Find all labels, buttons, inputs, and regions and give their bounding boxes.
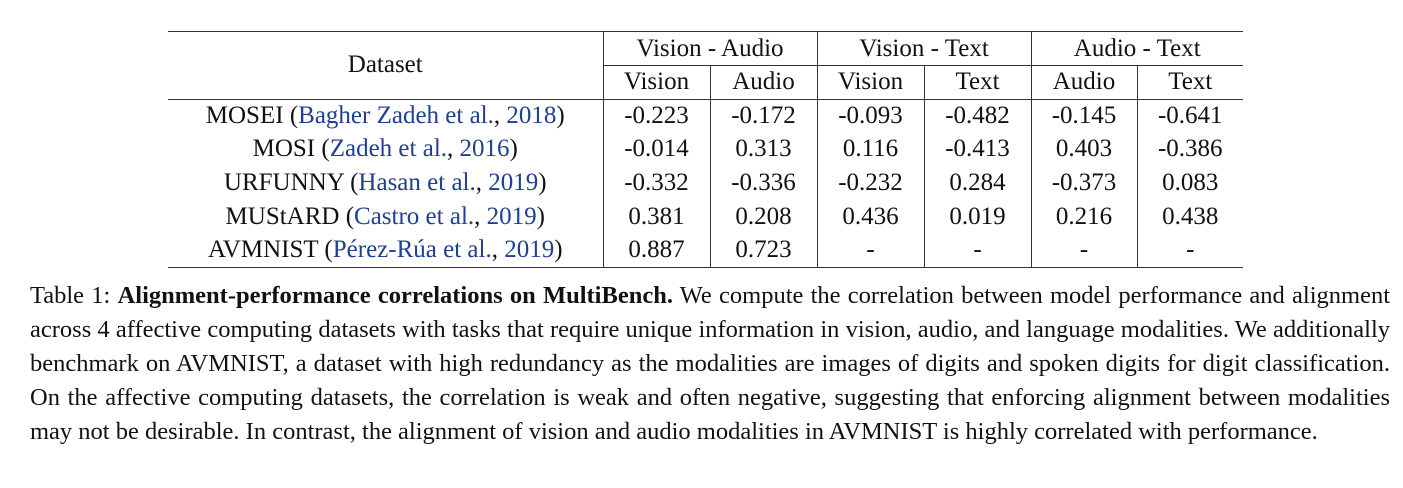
dataset-name-cell: AVMNIST (Pérez-Rúa et al., 2019) (168, 233, 603, 268)
value-cell: 0.436 (816, 199, 924, 234)
value-cell: -0.223 (602, 99, 710, 133)
citation-year[interactable]: 2019 (488, 169, 539, 197)
value-cell: 0.887 (602, 233, 710, 268)
value-cell: 0.403 (1030, 132, 1137, 167)
group-header-vision-audio: Vision - Audio (602, 31, 817, 66)
dataset-name-cell: MOSEI (Bagher Zadeh et al., 2018) (168, 99, 603, 133)
value-cell: 0.083 (1136, 166, 1243, 200)
value-cell: -0.232 (816, 166, 924, 200)
value-cell: 0.381 (602, 199, 710, 234)
citation-open: ( (324, 236, 333, 264)
value-cell: 0.116 (816, 132, 924, 167)
results-table: Dataset Vision - Audio Vision - Text Aud… (168, 31, 1243, 268)
sub-header-row: Vision Audio Vision Text Audio Text (168, 65, 1243, 100)
value-cell: -0.641 (1136, 99, 1243, 133)
citation-link[interactable]: Castro et al. (354, 202, 475, 230)
caption-title: Alignment-performance correlations on Mu… (117, 282, 673, 309)
citation-link[interactable]: Bagher Zadeh et al. (298, 102, 494, 130)
sub-header: Text (923, 65, 1031, 100)
table-row: MOSEI (Bagher Zadeh et al., 2018) -0.223… (168, 99, 1243, 133)
value-cell: -0.014 (602, 132, 710, 167)
citation-link[interactable]: Hasan et al. (358, 169, 476, 197)
citation-close: ) (538, 169, 547, 197)
citation-year[interactable]: 2019 (504, 236, 555, 264)
citation-year[interactable]: 2018 (506, 102, 557, 130)
dataset-name: MOSEI (205, 102, 284, 130)
value-cell: - (923, 233, 1031, 268)
value-cell: 0.208 (709, 199, 817, 234)
value-cell: 0.019 (923, 199, 1031, 234)
group-header-vision-text: Vision - Text (816, 31, 1031, 66)
value-cell: -0.336 (709, 166, 817, 200)
table-caption: Table 1: Alignment-performance correlati… (30, 279, 1390, 449)
value-cell: 0.284 (923, 166, 1031, 200)
value-cell: -0.332 (602, 166, 710, 200)
value-cell: -0.386 (1136, 132, 1243, 167)
dataset-name-cell: MUStARD (Castro et al., 2019) (168, 200, 603, 234)
dataset-name-cell: URFUNNY (Hasan et al., 2019) (168, 166, 603, 200)
value-cell: - (1136, 233, 1243, 268)
value-cell: 0.313 (709, 132, 817, 167)
sub-header: Vision (602, 65, 710, 100)
citation-close: ) (554, 236, 563, 264)
group-header-row: Dataset Vision - Audio Vision - Text Aud… (168, 31, 1243, 100)
value-cell: 0.438 (1136, 199, 1243, 234)
caption-body: We compute the correlation between model… (30, 282, 1390, 445)
citation-close: ) (556, 102, 565, 130)
sub-header: Audio (709, 65, 817, 100)
value-cell: -0.373 (1030, 166, 1137, 200)
citation-open: ( (289, 102, 299, 130)
value-cell: -0.145 (1030, 99, 1137, 133)
citation-sep: , (475, 169, 489, 197)
citation-open: ( (345, 202, 355, 230)
dataset-name: AVMNIST (207, 236, 319, 264)
dataset-name: MUStARD (225, 202, 340, 230)
value-cell: -0.093 (816, 99, 924, 133)
table-row: AVMNIST (Pérez-Rúa et al., 2019) 0.887 0… (168, 233, 1243, 268)
value-cell: -0.413 (923, 132, 1031, 167)
citation-sep: , (474, 202, 487, 230)
group-header-audio-text: Audio - Text (1030, 31, 1243, 66)
citation-close: ) (509, 135, 518, 163)
citation-link[interactable]: Zadeh et al. (329, 135, 448, 163)
citation-open: ( (321, 135, 330, 163)
sub-header: Text (1136, 65, 1243, 100)
citation-open: ( (350, 169, 359, 197)
dataset-name-cell: MOSI (Zadeh et al., 2016) (168, 133, 603, 167)
dataset-name: URFUNNY (223, 169, 344, 197)
caption-label: Table 1: (30, 282, 118, 309)
citation-year[interactable]: 2019 (486, 202, 537, 230)
value-cell: -0.172 (709, 99, 817, 133)
citation-sep: , (491, 236, 505, 264)
citation-year[interactable]: 2016 (459, 135, 510, 163)
value-cell: - (816, 233, 924, 268)
value-cell: -0.482 (923, 99, 1031, 133)
dataset-name: MOSI (252, 135, 316, 163)
table-row: MUStARD (Castro et al., 2019) 0.381 0.20… (168, 199, 1243, 234)
table-row: URFUNNY (Hasan et al., 2019) -0.332 -0.3… (168, 166, 1243, 200)
citation-link[interactable]: Pérez-Rúa et al. (332, 236, 492, 264)
sub-header: Vision (816, 65, 924, 100)
sub-header: Audio (1030, 65, 1137, 100)
value-cell: 0.216 (1030, 199, 1137, 234)
citation-sep: , (493, 102, 507, 130)
citation-sep: , (447, 135, 460, 163)
table-row: MOSI (Zadeh et al., 2016) -0.014 0.313 0… (168, 132, 1243, 167)
value-cell: 0.723 (709, 233, 817, 268)
dataset-header: Dataset (168, 31, 603, 100)
value-cell: - (1030, 233, 1137, 268)
citation-close: ) (536, 202, 545, 230)
